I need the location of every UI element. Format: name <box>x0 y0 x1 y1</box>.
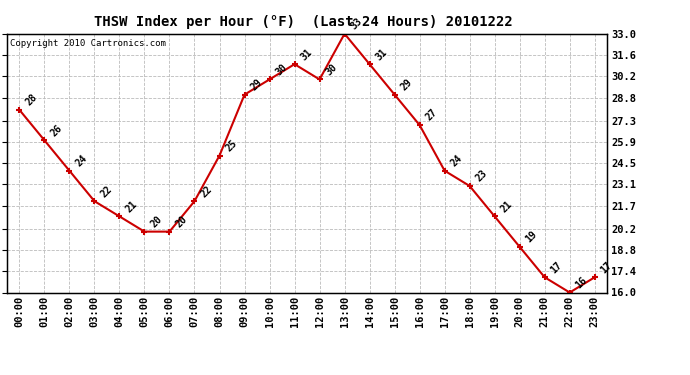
Text: 31: 31 <box>374 46 389 62</box>
Text: 19: 19 <box>524 229 539 244</box>
Text: 30: 30 <box>274 62 289 77</box>
Text: 21: 21 <box>499 199 514 214</box>
Text: 29: 29 <box>399 77 414 93</box>
Text: 29: 29 <box>248 77 264 93</box>
Text: 31: 31 <box>299 46 314 62</box>
Text: 30: 30 <box>324 62 339 77</box>
Text: 23: 23 <box>474 168 489 184</box>
Text: 26: 26 <box>48 123 64 138</box>
Text: Copyright 2010 Cartronics.com: Copyright 2010 Cartronics.com <box>10 39 166 48</box>
Text: 20: 20 <box>148 214 164 230</box>
Text: 28: 28 <box>23 92 39 108</box>
Text: 17: 17 <box>599 260 614 275</box>
Text: 17: 17 <box>549 260 564 275</box>
Text: 25: 25 <box>224 138 239 153</box>
Text: 22: 22 <box>199 184 214 199</box>
Text: 27: 27 <box>424 108 439 123</box>
Text: THSW Index per Hour (°F)  (Last 24 Hours) 20101222: THSW Index per Hour (°F) (Last 24 Hours)… <box>95 15 513 29</box>
Text: 21: 21 <box>124 199 139 214</box>
Text: 16: 16 <box>574 275 589 290</box>
Text: 22: 22 <box>99 184 114 199</box>
Text: 33: 33 <box>348 16 364 32</box>
Text: 24: 24 <box>448 153 464 169</box>
Text: 24: 24 <box>74 153 89 169</box>
Text: 20: 20 <box>174 214 189 230</box>
